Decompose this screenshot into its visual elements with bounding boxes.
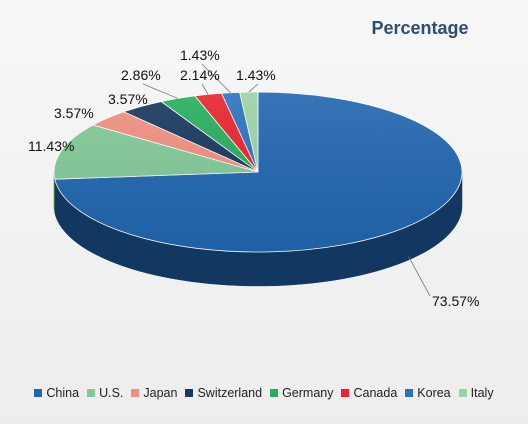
leader-lines (142, 63, 431, 297)
leader-line-china (408, 256, 431, 297)
data-label-japan: 3.57% (54, 105, 94, 121)
legend-item-us: U.S. (87, 386, 123, 400)
data-labels: 73.57% 11.43% 3.57% 3.57% 2.86% 2.14% 1.43% 1.4… (28, 47, 479, 309)
legend-label: Germany (282, 386, 334, 400)
pie-slices (53, 91, 463, 253)
legend-item-canada: Canada (341, 386, 397, 400)
legend-swatch (131, 389, 140, 397)
legend-item-japan: Japan (131, 386, 177, 400)
legend-swatch (270, 389, 279, 397)
leader-line-germany (142, 83, 178, 99)
data-label-korea: 1.43% (180, 47, 220, 63)
legend-label: U.S. (99, 386, 124, 400)
legend-label: Japan (143, 386, 178, 400)
legend-item-italy: Italy (458, 386, 494, 400)
legend-label: Canada (353, 386, 398, 400)
legend-swatch (34, 389, 43, 397)
data-label-us: 11.43% (28, 138, 74, 154)
legend-label: Korea (417, 386, 451, 400)
legend-item-switzerland: Switzerland (185, 386, 262, 400)
data-label-canada: 2.14% (180, 67, 220, 83)
data-label-italy: 1.43% (236, 67, 276, 83)
legend-label: China (46, 386, 80, 400)
legend-swatch (405, 389, 414, 397)
leader-line-canada (201, 83, 209, 95)
leader-line-italy (248, 83, 259, 93)
chart-title: Percentage (371, 18, 469, 38)
leader-line-korea (201, 63, 231, 94)
legend-swatch (341, 389, 350, 397)
legend-label: Italy (470, 386, 494, 400)
data-label-china: 73.57% (432, 293, 479, 309)
legend: China U.S. Japan Switzerland Germany Canada Ko… (6, 386, 522, 400)
legend-label: Switzerland (197, 386, 263, 400)
legend-swatch (185, 389, 194, 397)
legend-item-korea: Korea (405, 386, 451, 400)
legend-swatch (87, 389, 96, 397)
legend-item-china: China (34, 386, 79, 400)
data-label-switzerland: 3.57% (108, 91, 148, 107)
legend-item-germany: Germany (270, 386, 333, 400)
data-label-germany: 2.86% (121, 67, 161, 83)
legend-swatch (458, 389, 467, 397)
